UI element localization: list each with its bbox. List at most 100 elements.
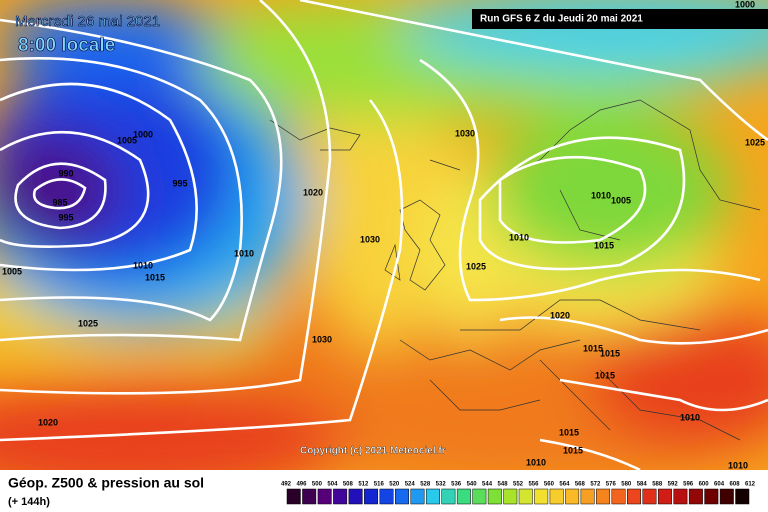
legend-swatch: [688, 488, 703, 505]
legend-label: 512: [358, 482, 369, 488]
isobar-label: 1015: [595, 370, 615, 380]
isobar-label: 1010: [591, 190, 611, 200]
legend-swatch: [379, 488, 394, 505]
isobar-label: 1030: [312, 334, 332, 344]
run-info: Run GFS 6 Z du Jeudi 20 mai 2021: [480, 14, 643, 25]
legend-swatch: [549, 488, 564, 505]
legend-label: 580: [621, 482, 632, 488]
legend-label: 504: [327, 482, 338, 488]
legend-label: 528: [420, 482, 431, 488]
isobar-label: 1020: [550, 310, 570, 320]
isobar-label: 1015: [600, 348, 620, 358]
legend-swatch: [657, 488, 672, 505]
legend-label: 556: [528, 482, 539, 488]
legend-label: 548: [498, 482, 509, 488]
isobar-label: 1005: [611, 195, 631, 205]
legend-label: 552: [513, 482, 524, 488]
legend-label: 532: [436, 482, 447, 488]
legend-swatch: [596, 488, 611, 505]
legend-swatch: [673, 488, 688, 505]
isobar-label: 1010: [680, 412, 700, 422]
legend-swatch: [302, 488, 317, 505]
legend-label: 572: [590, 482, 601, 488]
legend-label: 604: [714, 482, 725, 488]
legend-label: 536: [451, 482, 462, 488]
legend-swatch: [410, 488, 425, 505]
legend-swatch: [503, 488, 518, 505]
isobar-label: 1025: [466, 261, 486, 271]
isobar-label: 995: [58, 212, 73, 222]
legend-swatch: [487, 488, 502, 505]
date: Mercredi 26 mai 2021: [15, 13, 160, 30]
legend-swatch: [472, 488, 487, 505]
legend-swatch: [364, 488, 379, 505]
copyright: Copyright (c) 2021 Meteociel.fr: [300, 446, 446, 457]
isobar-label: 1020: [303, 187, 323, 197]
isobar-label: 1020: [38, 417, 58, 427]
legend-swatch: [580, 488, 595, 505]
legend-swatch: [286, 488, 301, 505]
legend-swatch: [317, 488, 332, 505]
isobar-label: 1010: [526, 457, 546, 467]
legend-label: 496: [296, 482, 307, 488]
footer-lead: (+ 144h): [8, 496, 50, 508]
legend-label: 520: [389, 482, 400, 488]
isobar-label: 1030: [455, 128, 475, 138]
legend-label: 492: [281, 482, 292, 488]
isobar-label: 995: [172, 178, 187, 188]
isobar-label: 1015: [594, 240, 614, 250]
legend-label: 560: [544, 482, 555, 488]
legend-label: 568: [575, 482, 586, 488]
isobar-label: 1005: [2, 266, 22, 276]
isobar-label: 1030: [360, 234, 380, 244]
map: [0, 0, 768, 470]
legend-swatch: [456, 488, 471, 505]
footer-title: Géop. Z500 & pression au sol: [8, 475, 204, 491]
legend-label: 564: [559, 482, 570, 488]
isobar-label: 1005: [117, 135, 137, 145]
legend-swatch: [719, 488, 734, 505]
legend-swatch: [425, 488, 440, 505]
isobar-label: 985: [52, 197, 67, 207]
legend-label: 540: [467, 482, 478, 488]
legend-swatch: [735, 488, 750, 505]
legend-label: 600: [699, 482, 710, 488]
legend-swatch: [333, 488, 348, 505]
legend-label: 500: [312, 482, 323, 488]
legend-label: 544: [482, 482, 493, 488]
top-left-label: Mercredi 26 mai 2021 8:00 locale: [15, 13, 161, 57]
legend-label: 612: [745, 482, 756, 488]
legend-swatch: [534, 488, 549, 505]
isobar-label: 1010: [133, 260, 153, 270]
legend-swatch: [348, 488, 363, 505]
legend-label: 592: [668, 482, 679, 488]
isobar-label: 990: [58, 168, 73, 178]
legend-swatch: [642, 488, 657, 505]
isobar-label: 1015: [563, 445, 583, 455]
isobar-label: 1010: [509, 232, 529, 242]
isobar-label: 1015: [559, 427, 579, 437]
legend-swatch: [441, 488, 456, 505]
legend-label: 588: [652, 482, 663, 488]
isobar-label: 1000: [133, 129, 153, 139]
legend: 492 496 500 504 508 512 516 520 524 528 532 536 540 5…: [281, 482, 756, 505]
isobar-label: 1025: [745, 137, 765, 147]
legend-label: 576: [606, 482, 617, 488]
legend-label: 508: [343, 482, 354, 488]
legend-label: 596: [683, 482, 694, 488]
legend-swatch: [518, 488, 533, 505]
legend-swatch: [627, 488, 641, 505]
isobar-label: 1010: [728, 460, 748, 470]
legend-swatch: [704, 488, 719, 505]
legend-swatch: [395, 488, 409, 505]
legend-label: 608: [730, 482, 741, 488]
run-box: [472, 9, 768, 29]
legend-label: 516: [374, 482, 385, 488]
legend-swatch: [611, 488, 626, 505]
isobar-label: 1010: [234, 248, 254, 258]
legend-label: 584: [637, 482, 648, 488]
isobar-label: 1015: [145, 272, 165, 282]
isobar-label: 1015: [583, 343, 603, 353]
isobar-label: 1025: [78, 318, 98, 328]
